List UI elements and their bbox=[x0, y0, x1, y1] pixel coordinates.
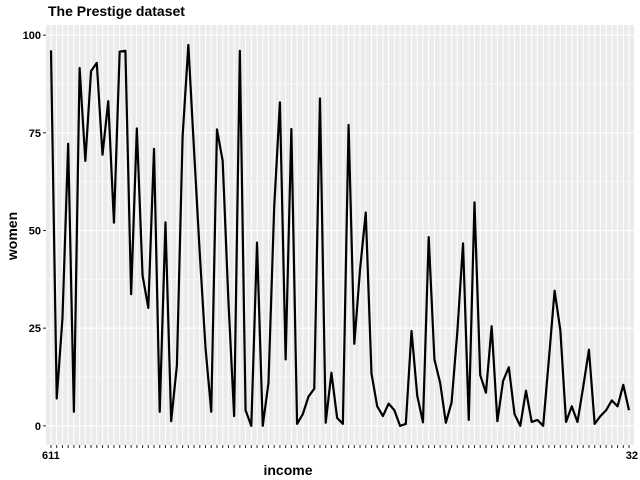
chart-title: The Prestige dataset bbox=[48, 3, 185, 19]
x-axis-title: income bbox=[263, 462, 312, 478]
y-tick-label: 0 bbox=[35, 421, 41, 433]
x-tick-label-first: 611 bbox=[42, 450, 60, 462]
y-tick-label: 50 bbox=[29, 226, 41, 238]
y-tick-label: 100 bbox=[23, 30, 41, 42]
y-tick-label: 25 bbox=[29, 323, 41, 335]
y-axis-title: women bbox=[4, 212, 20, 261]
y-tick-label: 75 bbox=[29, 128, 41, 140]
x-tick-label-last: 32 bbox=[626, 450, 638, 462]
